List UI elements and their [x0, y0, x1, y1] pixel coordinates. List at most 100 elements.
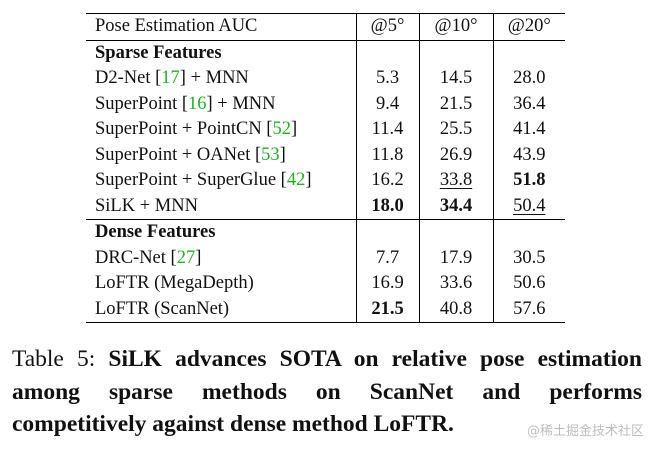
method-name: D2-Net [	[95, 68, 162, 88]
auc-20-cell: 50.4	[492, 193, 565, 220]
auc-value: 50.6	[513, 273, 546, 293]
method-name: SuperPoint + SuperGlue [	[95, 170, 287, 190]
auc-value: 5.3	[375, 68, 400, 88]
auc-value: 41.4	[513, 119, 546, 139]
method-name-suffix: ]	[279, 144, 286, 165]
auc-20-cell: 57.6	[492, 296, 565, 323]
method-name-suffix: ]	[195, 247, 202, 268]
method-name: DRC-Net [	[95, 247, 177, 268]
method-name-suffix: ]	[290, 119, 298, 139]
watermark: @稀土掘金技术社区	[526, 424, 644, 439]
method-name: LoFTR (MegaDepth)	[95, 273, 254, 293]
method-cell: LoFTR (MegaDepth)	[86, 271, 356, 297]
caption-text: SiLK advances SOTA on relative pose esti…	[12, 346, 642, 437]
table-header-row: Pose Estimation AUC @5° @10° @20°	[86, 13, 565, 40]
auc-10-cell: 21.5	[418, 91, 493, 117]
method-name: SuperPoint + OANet [	[95, 144, 262, 165]
auc-value: 7.7	[375, 247, 400, 268]
auc-value: 33.8	[439, 170, 473, 190]
method-cell: D2-Net [17] + MNN	[86, 66, 356, 92]
method-cell: SuperPoint + PointCN [52]	[86, 117, 356, 143]
auc-5-cell: 11.4	[355, 117, 419, 143]
auc-20-cell: 41.4	[492, 117, 565, 143]
auc-20-cell: 43.9	[492, 142, 565, 168]
auc-value: 18.0	[371, 195, 404, 216]
auc-value: 9.4	[375, 93, 400, 114]
auc-value: 16.2	[371, 170, 404, 190]
method-name-suffix: ]	[305, 170, 312, 190]
method-name: SuperPoint + PointCN [	[95, 119, 273, 139]
auc-value: 43.9	[513, 144, 546, 165]
method-name: SuperPoint [	[95, 93, 189, 114]
auc-value: 33.6	[439, 273, 473, 293]
auc-5-cell: 16.9	[355, 271, 419, 297]
citation-link[interactable]: 27	[176, 247, 196, 268]
auc-value: 14.5	[439, 68, 473, 88]
auc-20-cell: 51.8	[492, 168, 565, 194]
results-table-container: Pose Estimation AUC @5° @10° @20° Sparse…	[86, 13, 565, 323]
table-row: LoFTR (MegaDepth) 16.9 33.6 50.6	[86, 271, 565, 297]
section-title: Sparse Features	[86, 39, 356, 66]
method-name: SiLK + MNN	[95, 195, 198, 216]
auc-value: 57.6	[513, 298, 546, 319]
citation-link[interactable]: 42	[286, 170, 306, 190]
header-auc-20: @20°	[492, 13, 565, 40]
auc-value: 11.4	[371, 119, 404, 139]
auc-value: 17.9	[439, 247, 473, 268]
method-cell: SiLK + MNN	[86, 194, 356, 220]
table-row: SuperPoint + SuperGlue [42] 16.2 33.8 51.8	[86, 168, 565, 194]
table-row: LoFTR (ScanNet) 21.5 40.8 57.6	[86, 296, 565, 323]
auc-value: 30.5	[513, 247, 546, 268]
citation-link[interactable]: 53	[261, 144, 280, 165]
auc-20-cell: 36.4	[492, 91, 565, 117]
auc-value: 16.9	[371, 273, 404, 293]
method-cell: DRC-Net [27]	[86, 246, 356, 272]
method-name-suffix: ] + MNN	[179, 68, 249, 88]
header-auc-5: @5°	[355, 13, 419, 40]
method-cell: SuperPoint [16] + MNN	[86, 92, 356, 118]
auc-5-cell: 11.8	[355, 142, 419, 168]
auc-10-cell: 40.8	[418, 296, 493, 323]
auc-5-cell: 7.7	[355, 245, 419, 271]
auc-value: 21.5	[439, 93, 473, 114]
auc-5-cell: 21.5	[355, 296, 419, 323]
citation-link[interactable]: 16	[188, 93, 207, 114]
section-header-empty-cell	[355, 39, 419, 66]
method-cell: LoFTR (ScanNet)	[86, 296, 356, 323]
section-header-empty-cell	[418, 39, 493, 66]
auc-value: 40.8	[439, 298, 473, 319]
citation-link[interactable]: 17	[161, 68, 180, 88]
auc-5-cell: 18.0	[355, 193, 419, 220]
auc-10-cell: 14.5	[418, 66, 493, 92]
auc-value: 21.5	[371, 298, 404, 319]
auc-value: 50.4	[513, 195, 546, 216]
table-row: D2-Net [17] + MNN 5.3 14.5 28.0	[86, 66, 565, 92]
auc-10-cell: 25.5	[418, 117, 493, 143]
method-cell: SuperPoint + OANet [53]	[86, 143, 356, 169]
auc-10-cell: 33.8	[418, 168, 493, 194]
section-header-row: Dense Features	[86, 219, 565, 246]
auc-20-cell: 50.6	[492, 271, 565, 297]
auc-value: 51.8	[513, 170, 546, 190]
method-name-suffix: ] + MNN	[206, 93, 276, 114]
section-header-empty-cell	[418, 219, 493, 246]
auc-20-cell: 28.0	[492, 66, 565, 92]
section-header-empty-cell	[492, 219, 565, 246]
citation-link[interactable]: 52	[272, 119, 291, 139]
auc-value: 28.0	[513, 68, 546, 88]
section-title: Dense Features	[86, 219, 356, 246]
auc-10-cell: 34.4	[418, 193, 493, 220]
table-body: Sparse Features D2-Net [17] + MNN 5.3 14.5 2…	[86, 39, 565, 323]
table-row: SuperPoint + OANet [53] 11.8 26.9 43.9	[86, 142, 565, 169]
section-header-row: Sparse Features	[86, 39, 565, 66]
section-header-empty-cell	[492, 39, 565, 66]
header-auc-10: @10°	[418, 13, 493, 40]
table-row: SuperPoint [16] + MNN 9.4 21.5 36.4	[86, 91, 565, 118]
auc-value: 36.4	[513, 93, 546, 114]
header-metric: Pose Estimation AUC	[86, 13, 356, 40]
auc-value: 25.5	[439, 119, 473, 139]
auc-value: 26.9	[439, 144, 473, 165]
auc-5-cell: 9.4	[355, 91, 419, 117]
caption-label: Table 5:	[12, 346, 96, 372]
auc-10-cell: 33.6	[418, 271, 493, 297]
